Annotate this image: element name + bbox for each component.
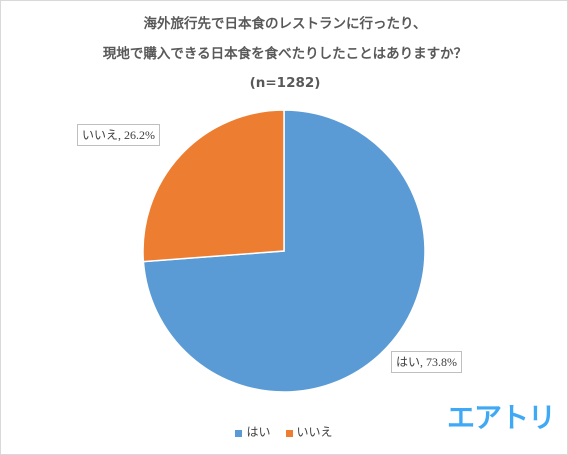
chart-title-line-2: 現地で購入できる日本食を食べたりしたことはありますか？ xyxy=(102,46,468,62)
legend-item-iie: いいえ xyxy=(285,423,333,440)
data-label-hai: はい, 73.8% xyxy=(391,351,462,373)
data-label-iie: いいえ, 26.2% xyxy=(77,124,160,146)
pie-slice-iie xyxy=(142,109,285,263)
airtrip-logo: エアトリ xyxy=(447,401,556,434)
legend-item-hai: はい xyxy=(235,423,271,440)
legend-label-iie: いいえ xyxy=(296,425,333,439)
legend-swatch-hai xyxy=(235,429,243,437)
chart-legend: はい いいえ xyxy=(0,423,568,440)
chart-title-line-1: 海外旅行先で日本食のレストランに行ったり、 xyxy=(143,16,427,32)
legend-swatch-iie xyxy=(285,429,293,437)
chart-sample-size: (n=1282) xyxy=(249,75,321,91)
legend-label-hai: はい xyxy=(246,425,271,439)
